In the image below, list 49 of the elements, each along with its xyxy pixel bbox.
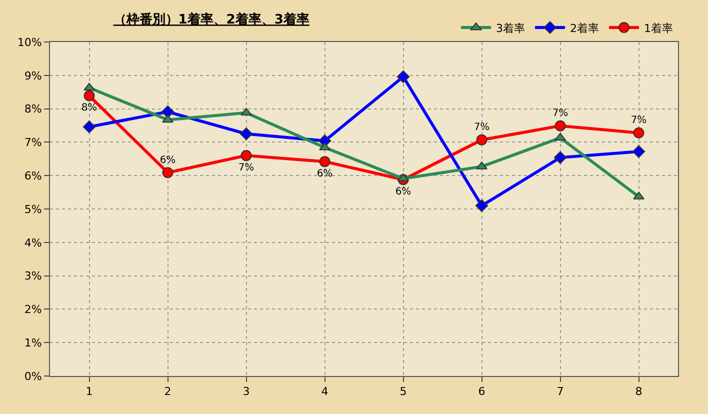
- y-tick-label: 1%: [24, 336, 42, 350]
- point: [240, 108, 252, 116]
- point: [632, 145, 646, 158]
- data-label: 6%: [395, 186, 412, 198]
- point: [82, 120, 96, 134]
- legend-label: 1着率: [644, 22, 673, 35]
- y-tick-label: 3%: [24, 270, 42, 283]
- point: [319, 156, 330, 168]
- data-label: 7%: [238, 162, 254, 174]
- x-tick-label: 8: [635, 385, 642, 398]
- point: [240, 150, 252, 162]
- y-tick-label: 4%: [24, 236, 42, 250]
- point: [396, 70, 410, 84]
- x-tick-label: 3: [242, 385, 250, 398]
- legend-label: 3着率: [496, 22, 525, 35]
- point: [84, 90, 95, 102]
- chart-title: （枠番別）1着率、2着率、3着率: [113, 12, 310, 28]
- data-label: 6%: [160, 154, 176, 166]
- y-tick-label: 8%: [24, 102, 42, 116]
- x-tick-label: 6: [478, 385, 486, 398]
- y-tick-label: 10%: [17, 36, 42, 49]
- point: [476, 134, 488, 146]
- y-tick-label: 0%: [24, 370, 42, 383]
- x-tick-label: 2: [164, 385, 172, 398]
- point: [162, 114, 174, 123]
- x-tick-label: 1: [86, 385, 93, 398]
- data-label: 7%: [552, 108, 568, 120]
- y-tick-label: 2%: [24, 303, 42, 316]
- point: [475, 199, 488, 212]
- y-tick-label: 7%: [24, 136, 42, 150]
- data-label: 8%: [81, 102, 98, 114]
- x-tick-label: 7: [556, 385, 564, 398]
- point: [162, 167, 174, 178]
- legend-label: 2着率: [570, 22, 599, 35]
- point: [633, 127, 644, 138]
- x-tick-label: 4: [321, 385, 328, 398]
- x-tick-label: 5: [400, 385, 407, 398]
- point: [554, 132, 566, 141]
- data-label: 7%: [474, 122, 490, 134]
- point: [240, 128, 253, 140]
- point: [554, 151, 567, 164]
- y-tick-label: 5%: [24, 202, 42, 216]
- point: [554, 120, 566, 132]
- data-label: 7%: [630, 115, 647, 126]
- y-tick-label: 6%: [24, 169, 42, 182]
- point: [84, 82, 95, 91]
- data-label: 6%: [316, 168, 333, 180]
- y-tick-label: 9%: [24, 69, 42, 82]
- point: [161, 105, 174, 118]
